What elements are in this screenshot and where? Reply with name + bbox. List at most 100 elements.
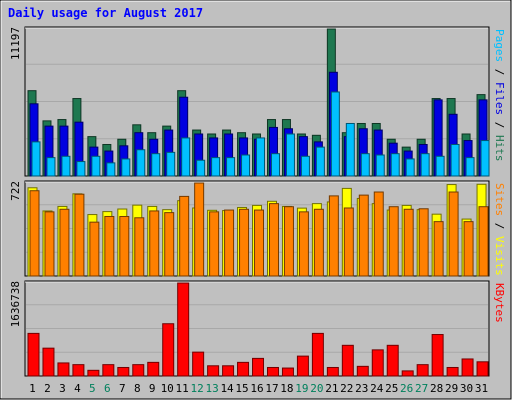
bar-sites-day-16 [254, 209, 265, 277]
bar-sites-day-15 [239, 208, 250, 277]
x-tick-label-17: 17 [265, 382, 278, 395]
bar-sites-day-21 [328, 195, 339, 277]
x-tick-label-20: 20 [310, 382, 323, 395]
x-tick-label-16: 16 [250, 382, 263, 395]
legend-entry: / [493, 115, 506, 135]
bar-pages-day-8 [136, 149, 146, 177]
bar-sites-day-17 [268, 203, 279, 277]
bar-sites-day-9 [149, 210, 160, 277]
x-axis-tick-labels: 1 2 3 4 5 6 7 8 9 10 11 12 13 14 15 16 17 18 19 20 21 22 23 24 2… [29, 382, 488, 395]
x-tick-label-27: 27 [415, 382, 428, 395]
bar-sites-day-22 [343, 207, 354, 277]
x-tick-label-22: 22 [340, 382, 353, 395]
legend-entry: Pages [493, 29, 506, 62]
x-tick-label-26: 26 [400, 382, 413, 395]
bar-kbytes-day-18 [281, 367, 294, 377]
bar-kbytes-day-12 [192, 351, 205, 377]
bar-pages-day-27 [420, 153, 430, 177]
x-tick-label-1: 1 [29, 382, 36, 395]
bar-kbytes-day-31 [476, 361, 489, 377]
bar-pages-day-9 [151, 153, 161, 177]
bar-sites-day-30 [463, 221, 474, 277]
kbytes-legend-label: KBytes [493, 283, 506, 323]
bar-pages-day-14 [226, 157, 236, 177]
bar-sites-day-25 [388, 206, 399, 277]
bar-sites-day-18 [283, 206, 294, 277]
bar-sites-day-12 [194, 182, 205, 277]
bar-sites-day-27 [418, 208, 429, 277]
kbytes-ymax-label: 1636738 [9, 281, 22, 327]
x-tick-label-11: 11 [176, 382, 189, 395]
bar-pages-day-15 [241, 154, 251, 177]
bar-sites-day-24 [373, 191, 384, 277]
bar-kbytes-day-5 [87, 369, 100, 377]
bar-kbytes-day-24 [371, 349, 384, 377]
bar-kbytes-day-2 [42, 347, 55, 377]
hits_files_pages-legend-label: Pages / Files / Hits [493, 29, 506, 162]
bar-pages-day-4 [76, 161, 86, 177]
bar-kbytes-day-19 [296, 355, 309, 377]
bar-pages-day-5 [91, 155, 101, 177]
bar-kbytes-day-4 [72, 364, 85, 377]
legend-entry: Hits [493, 135, 506, 162]
x-tick-label-21: 21 [325, 382, 338, 395]
bar-kbytes-day-14 [222, 365, 235, 377]
bar-pages-day-16 [256, 137, 266, 177]
bar-kbytes-day-23 [356, 365, 369, 377]
bar-pages-day-26 [405, 158, 415, 177]
kbytes-panel: 1636738 KBytes [9, 280, 506, 377]
bar-kbytes-day-17 [266, 366, 279, 377]
x-tick-label-23: 23 [355, 382, 368, 395]
legend-entry: Files [493, 82, 506, 115]
x-tick-label-7: 7 [119, 382, 126, 395]
legend-entry: Visits [493, 236, 506, 276]
x-tick-label-14: 14 [220, 382, 234, 395]
bar-kbytes-day-26 [401, 370, 414, 377]
bar-pages-day-12 [196, 159, 206, 177]
bar-kbytes-day-6 [102, 364, 115, 377]
bar-sites-day-6 [104, 215, 115, 277]
bar-sites-day-13 [209, 211, 220, 277]
x-tick-label-29: 29 [445, 382, 458, 395]
hits-files-pages-panel: 11197 Pages / Files / Hits [9, 26, 506, 177]
hits_files_pages-ymax-label: 11197 [9, 27, 22, 60]
bar-pages-day-22 [345, 122, 355, 177]
bar-pages-day-10 [166, 151, 176, 177]
bar-kbytes-day-16 [252, 357, 265, 377]
bar-kbytes-day-25 [386, 344, 399, 377]
bar-sites-day-28 [433, 221, 444, 277]
bar-sites-day-14 [224, 209, 235, 277]
x-tick-label-6: 6 [104, 382, 111, 395]
legend-entry: Sites [493, 183, 506, 216]
bar-pages-day-3 [61, 155, 71, 177]
x-tick-label-18: 18 [280, 382, 293, 395]
bar-sites-day-29 [448, 191, 459, 277]
visits_sites-legend-label: Sites / Visits [493, 183, 506, 276]
bar-pages-day-1 [31, 141, 41, 177]
x-tick-label-15: 15 [235, 382, 248, 395]
bar-pages-day-30 [465, 157, 475, 177]
bar-kbytes-day-29 [446, 366, 459, 377]
bar-pages-day-6 [106, 162, 116, 177]
bar-pages-day-29 [450, 143, 460, 177]
bar-pages-day-28 [435, 155, 445, 177]
bar-kbytes-day-21 [326, 366, 339, 377]
bar-sites-day-5 [89, 221, 100, 277]
x-tick-label-30: 30 [460, 382, 473, 395]
bar-pages-day-23 [360, 153, 370, 177]
bar-kbytes-day-15 [237, 361, 250, 377]
bar-kbytes-day-8 [132, 364, 145, 377]
bar-sites-day-2 [44, 211, 55, 277]
x-tick-label-31: 31 [475, 382, 488, 395]
bar-pages-day-20 [315, 146, 325, 177]
bar-kbytes-day-3 [57, 362, 70, 377]
bar-sites-day-19 [298, 211, 309, 277]
bar-kbytes-day-28 [431, 334, 444, 377]
bar-pages-day-18 [285, 133, 295, 177]
bar-sites-day-7 [119, 215, 130, 277]
bar-kbytes-day-27 [416, 364, 429, 377]
bar-kbytes-day-1 [27, 332, 40, 377]
x-tick-label-3: 3 [59, 382, 66, 395]
bar-pages-day-19 [300, 155, 310, 177]
x-tick-label-28: 28 [430, 382, 443, 395]
